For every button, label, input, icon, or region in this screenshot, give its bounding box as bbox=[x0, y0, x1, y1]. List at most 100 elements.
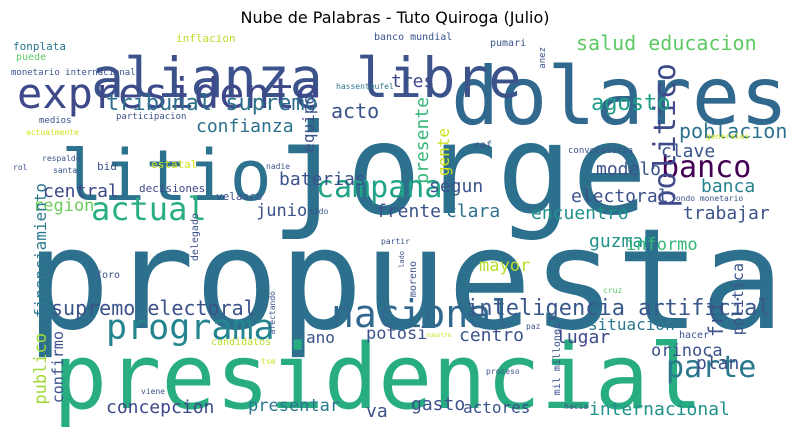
word-31: banca bbox=[701, 176, 756, 197]
word-25: clave bbox=[661, 141, 716, 162]
word-27: modelo bbox=[596, 159, 662, 180]
word-53: confirmo bbox=[49, 331, 67, 404]
word-81: convocatoria bbox=[568, 146, 634, 156]
word-57: gasto bbox=[411, 394, 466, 415]
word-43: politica bbox=[729, 263, 747, 336]
word-77: santa bbox=[53, 166, 78, 175]
word-75: respaldo bbox=[42, 154, 81, 163]
word-99: nuestra bbox=[426, 332, 452, 339]
word-40: guzman bbox=[589, 231, 655, 252]
word-8: programa bbox=[106, 308, 275, 348]
word-63: bid bbox=[97, 160, 117, 173]
word-24: presente bbox=[412, 97, 433, 184]
word-69: pumari bbox=[490, 38, 527, 49]
word-16: salud educacion bbox=[576, 31, 757, 55]
word-48: potosi bbox=[366, 324, 428, 344]
word-20: confianza bbox=[196, 116, 294, 137]
word-12: actual bbox=[91, 190, 207, 228]
word-56: va bbox=[366, 401, 388, 422]
word-29: central bbox=[43, 181, 119, 202]
word-54: concepcion bbox=[106, 397, 215, 418]
word-71: hassenteufel bbox=[336, 82, 394, 91]
word-60: decisiones bbox=[139, 182, 206, 195]
word-90: partir bbox=[381, 237, 410, 246]
word-88: candidatos bbox=[211, 337, 272, 348]
word-50: orinoca bbox=[651, 341, 723, 361]
word-52: publico bbox=[31, 333, 51, 405]
word-2: presidencial bbox=[53, 325, 704, 427]
word-39: financiamiento bbox=[31, 183, 50, 318]
word-55: presentar bbox=[248, 396, 341, 416]
word-97: hacia bbox=[564, 402, 589, 411]
figure-title: Nube de Palabras - Tuto Quiroga (Julio) bbox=[240, 8, 550, 27]
word-76: rol bbox=[13, 163, 28, 172]
word-94: hacer bbox=[679, 330, 710, 341]
word-91: lado bbox=[398, 251, 406, 268]
word-9: campana bbox=[316, 170, 443, 205]
word-83: fondo monetario bbox=[671, 194, 744, 203]
word-1: jorge bbox=[271, 98, 648, 243]
word-22: tres bbox=[391, 71, 435, 92]
word-64: fonplata bbox=[13, 40, 66, 53]
word-7: nacional bbox=[331, 292, 515, 336]
word-98: tse bbox=[261, 357, 276, 366]
word-18: agosto bbox=[591, 91, 671, 116]
word-62: estatal bbox=[151, 158, 198, 171]
word-73: actualmente bbox=[26, 128, 79, 137]
word-13: parte bbox=[666, 350, 757, 385]
word-49: ano bbox=[306, 328, 335, 347]
word-67: monetario internacional bbox=[11, 68, 136, 78]
word-47: centro bbox=[459, 325, 525, 346]
word-33: region bbox=[33, 196, 95, 216]
word-42: mayor bbox=[479, 256, 531, 276]
word-70: anez bbox=[538, 47, 548, 69]
word-32: segun bbox=[429, 176, 484, 197]
word-79: nadie bbox=[266, 162, 291, 171]
word-30: electoral bbox=[571, 186, 669, 207]
word-17: supremo electoral bbox=[51, 296, 256, 320]
word-85: foro bbox=[96, 270, 121, 281]
word-58: actores bbox=[463, 398, 531, 417]
word-72: medios bbox=[39, 116, 72, 126]
word-38: junio bbox=[256, 201, 308, 221]
word-19: poblacion bbox=[679, 119, 788, 143]
word-26: gente bbox=[434, 128, 453, 177]
word-37: trabajar bbox=[683, 203, 770, 224]
word-36: encuentro bbox=[531, 203, 629, 224]
word-59: internacional bbox=[589, 399, 730, 420]
word-84: delegado bbox=[190, 213, 201, 262]
word-0: propuesta bbox=[26, 199, 785, 362]
word-92: mil millones bbox=[552, 323, 563, 396]
word-14: inteligencia artificial bbox=[466, 296, 771, 321]
word-45: situacion bbox=[588, 315, 675, 334]
word-93: paz bbox=[526, 322, 541, 331]
word-51: plan bbox=[696, 353, 740, 374]
word-10: banco bbox=[661, 150, 752, 185]
word-96: viene bbox=[141, 387, 166, 396]
word-3: dolares bbox=[451, 50, 789, 143]
word-15: tribunal supremo bbox=[106, 91, 318, 116]
word-65: inflacion bbox=[176, 32, 236, 45]
word-cloud-area: propuesta jorge presidencial dolares alianza… bbox=[10, 31, 788, 423]
word-68: banco mundial bbox=[374, 32, 453, 43]
word-28: baterias bbox=[279, 169, 366, 190]
word-4: alianza libre bbox=[91, 46, 522, 110]
word-87: afectando bbox=[268, 291, 277, 335]
word-66: puede bbox=[16, 52, 47, 63]
word-34: frente bbox=[376, 201, 442, 222]
word-82: generales bbox=[706, 132, 750, 141]
word-23: equipo bbox=[299, 95, 318, 153]
word-6: expresidente bbox=[17, 69, 321, 118]
word-5: litio bbox=[61, 135, 272, 217]
word-78: caf bbox=[474, 140, 493, 151]
word-41: informo bbox=[626, 235, 698, 255]
word-21: acto bbox=[331, 99, 380, 123]
word-74: participacion bbox=[116, 112, 187, 122]
word-35: clara bbox=[446, 201, 501, 222]
word-86: moreno bbox=[408, 261, 419, 298]
word-95: proceso bbox=[486, 367, 520, 376]
word-89: cruz bbox=[603, 286, 623, 295]
word-80: sido bbox=[309, 207, 329, 216]
word-61: velasco bbox=[216, 190, 263, 203]
